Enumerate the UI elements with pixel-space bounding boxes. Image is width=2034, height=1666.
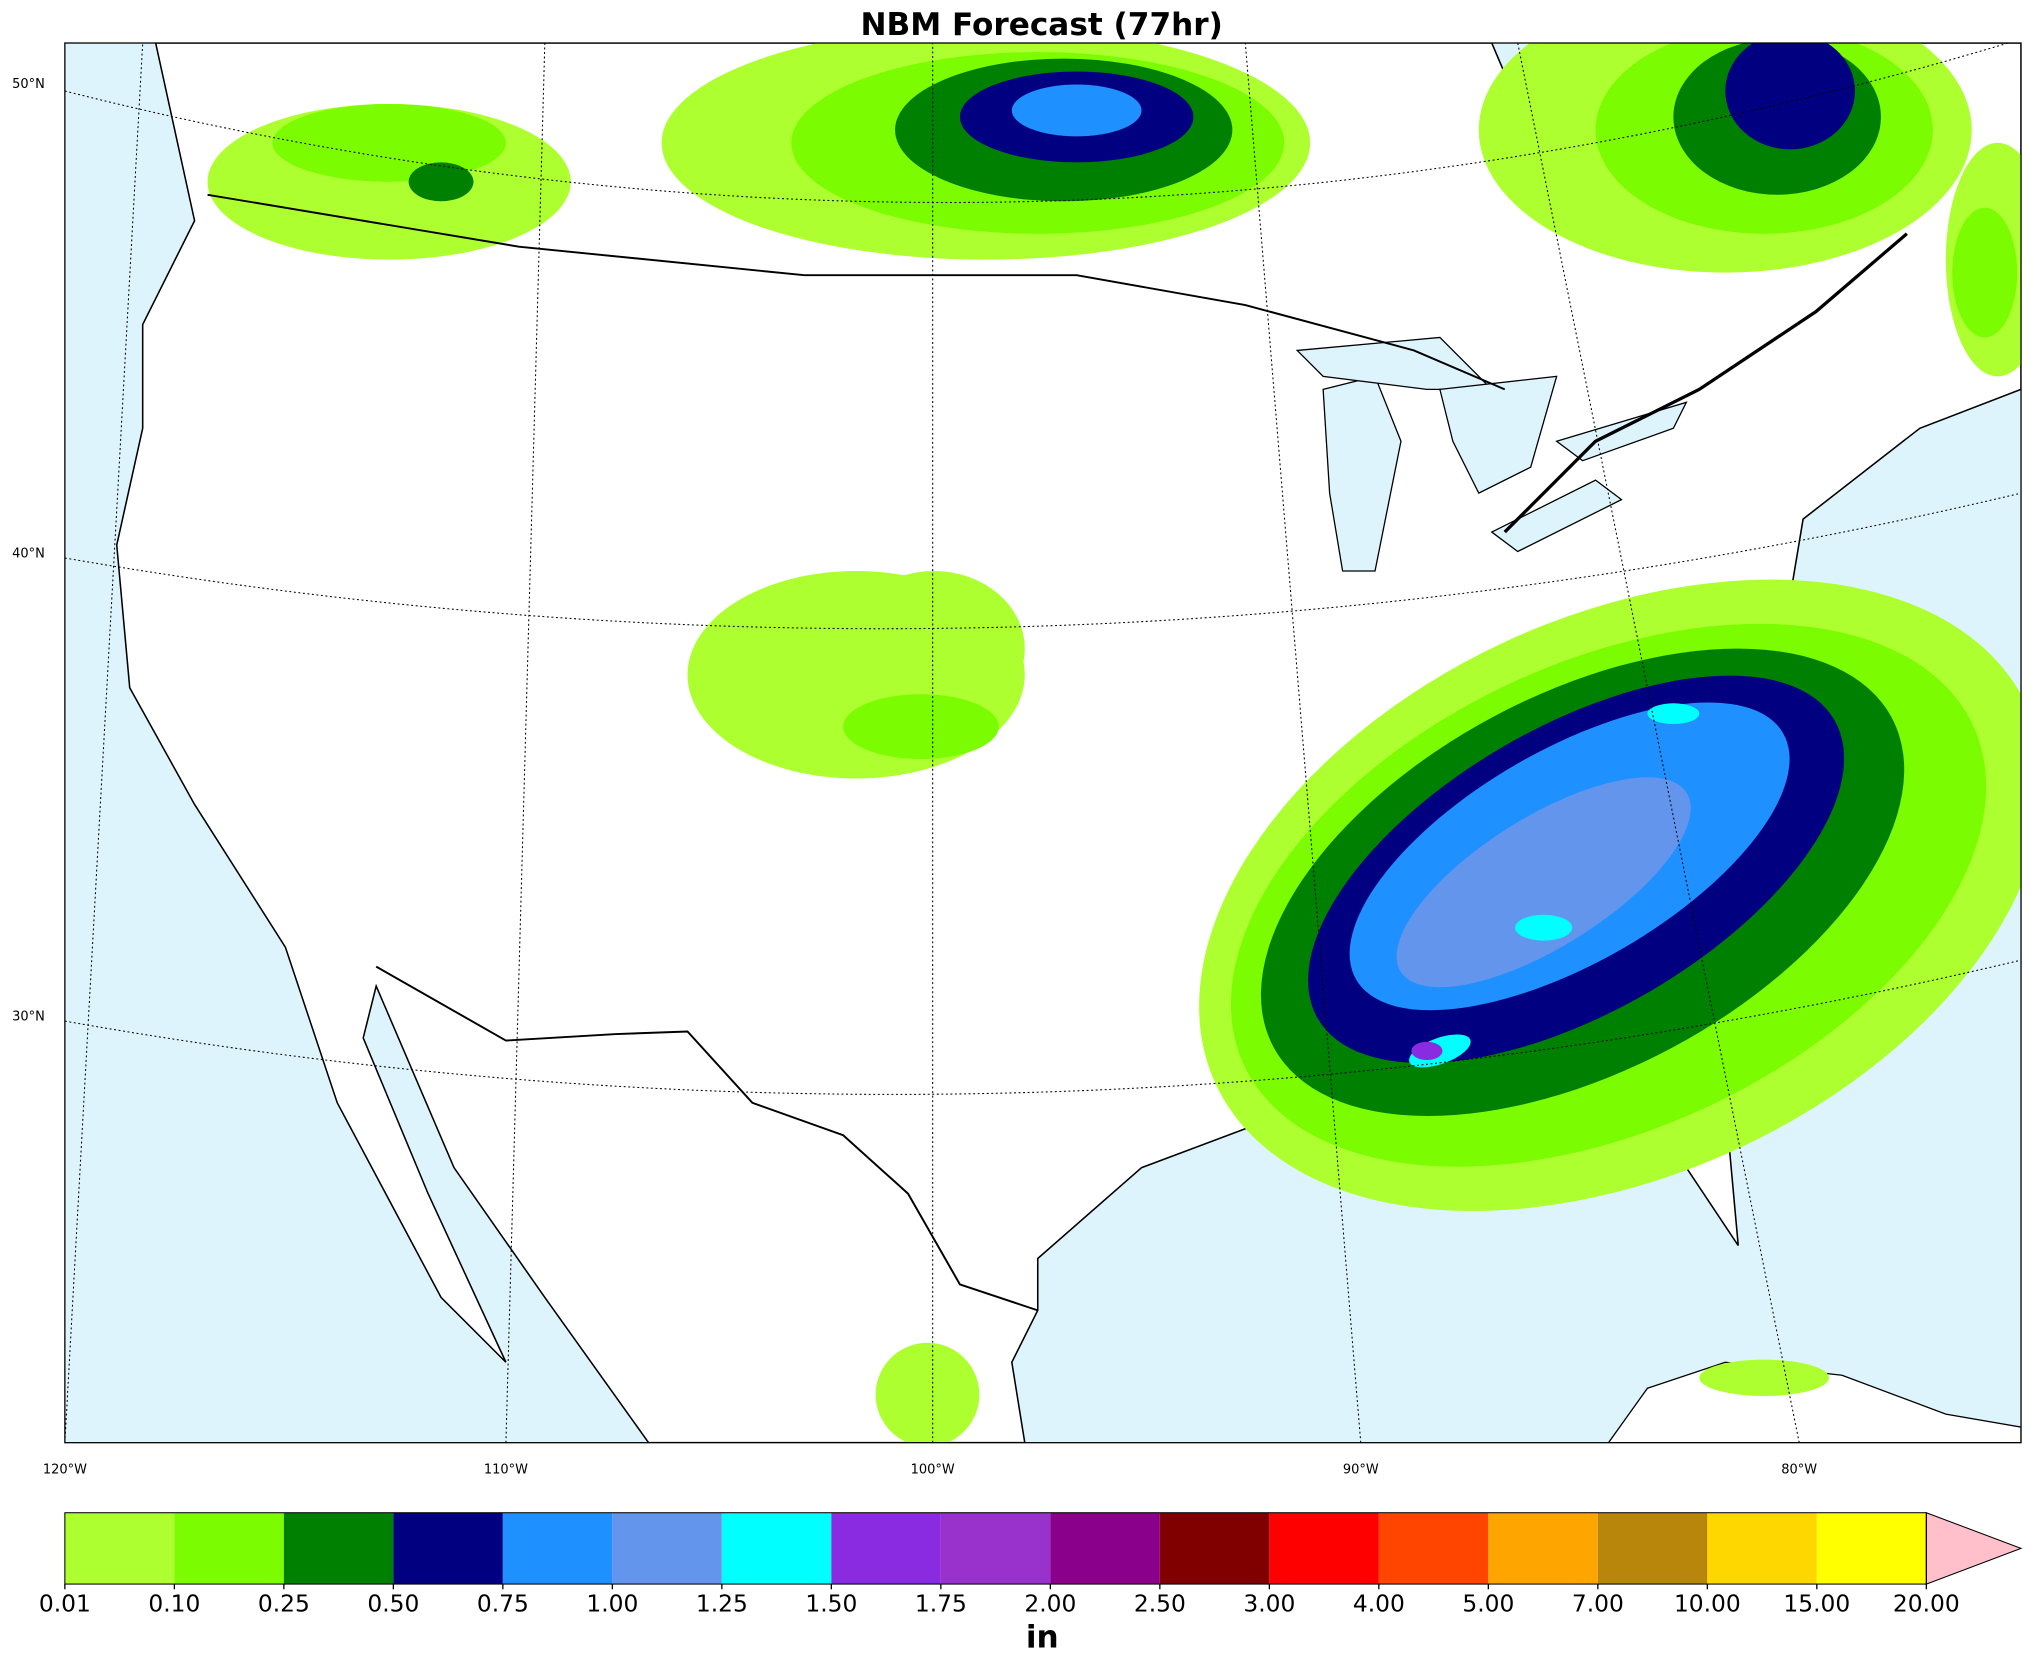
colorbar-tick-label: 0.50 <box>367 1589 419 1617</box>
colorbar-tick-label: 1.00 <box>586 1589 638 1617</box>
map-frame <box>64 42 2022 1444</box>
lon-label: 100°W <box>911 1462 955 1477</box>
colorbar: 0.01 0.10 0.25 0.50 0.75 1.00 1.25 1.50 1.75 2.00… <box>39 1511 2023 1656</box>
colorbar-tick-label: 1.75 <box>915 1589 967 1617</box>
colorbar-tick-label: 0.25 <box>258 1589 310 1617</box>
precip-area <box>1411 1041 1443 1061</box>
colorbar-segment <box>1159 1512 1270 1585</box>
lon-label: 110°W <box>484 1462 528 1477</box>
colorbar-tick-label: 2.00 <box>1024 1589 1076 1617</box>
colorbar-tick-label: 1.50 <box>805 1589 857 1617</box>
colorbar-segment <box>1050 1512 1160 1585</box>
colorbar-segment <box>393 1512 503 1585</box>
colorbar-segment <box>283 1512 394 1585</box>
precip-area <box>408 162 474 202</box>
lat-label: 30°N <box>12 1010 45 1025</box>
colorbar-extend <box>1925 1511 2023 1585</box>
colorbar-segment <box>1597 1512 1708 1585</box>
colorbar-segment <box>64 1512 175 1585</box>
precip-area <box>1011 84 1142 137</box>
colorbar-tick-label: 3.00 <box>1243 1589 1295 1617</box>
lon-label: 90°W <box>1343 1462 1379 1477</box>
colorbar-segment <box>174 1512 284 1585</box>
lat-label: 40°N <box>12 547 45 562</box>
great-lakes <box>1295 336 1688 572</box>
precip-area <box>1396 777 1691 988</box>
graticule <box>64 43 2022 1443</box>
borders <box>207 193 1908 1312</box>
colorbar-label: in <box>1026 1620 1059 1656</box>
colorbar-tick-label: 15.00 <box>1783 1589 1850 1617</box>
colorbar-segment <box>502 1512 613 1585</box>
precip-area <box>843 570 1025 727</box>
colorbar-tick-label: 5.00 <box>1462 1589 1514 1617</box>
lon-label: 120°W <box>43 1462 87 1477</box>
colorbar-tick-label: 4.00 <box>1353 1589 1405 1617</box>
lon-label: 80°W <box>1781 1462 1817 1477</box>
precip-area <box>272 103 506 182</box>
precipitation <box>207 43 2022 1443</box>
precip-area <box>875 1342 980 1443</box>
colorbar-segment <box>1269 1512 1379 1585</box>
colorbar-segment <box>1488 1512 1598 1585</box>
colorbar-tick-label: 7.00 <box>1572 1589 1624 1617</box>
map-area <box>64 43 2022 1443</box>
precip-area <box>1699 1359 1830 1396</box>
colorbar-segment <box>1707 1512 1817 1585</box>
precip-area <box>1952 207 2018 338</box>
colorbar-tick-label: 20.00 <box>1893 1589 1960 1617</box>
colorbar-frame <box>64 1512 1927 1585</box>
colorbar-tick-label: 1.25 <box>696 1589 748 1617</box>
lat-label: 50°N <box>12 77 45 92</box>
colorbar-tick-label: 0.75 <box>477 1589 529 1617</box>
title: NBM Forecast (77hr) <box>860 7 1222 43</box>
colorbar-segment <box>1816 1512 1927 1585</box>
colorbar-tick-label: 2.50 <box>1134 1589 1186 1617</box>
colorbar-segment <box>940 1512 1051 1585</box>
precip-area <box>1515 914 1573 941</box>
precip-area <box>1725 43 1855 150</box>
colorbar-tick-label: 0.01 <box>39 1589 91 1617</box>
precip-area <box>843 694 999 760</box>
colorbar-segment <box>721 1512 832 1585</box>
colorbar-tick-label: 10.00 <box>1674 1589 1741 1617</box>
colorbar-tick-label: 0.10 <box>148 1589 200 1617</box>
colorbar-segment <box>612 1512 722 1585</box>
colorbar-segment <box>1378 1512 1489 1585</box>
colorbar-segment <box>831 1512 941 1585</box>
precip-area <box>1647 703 1700 725</box>
